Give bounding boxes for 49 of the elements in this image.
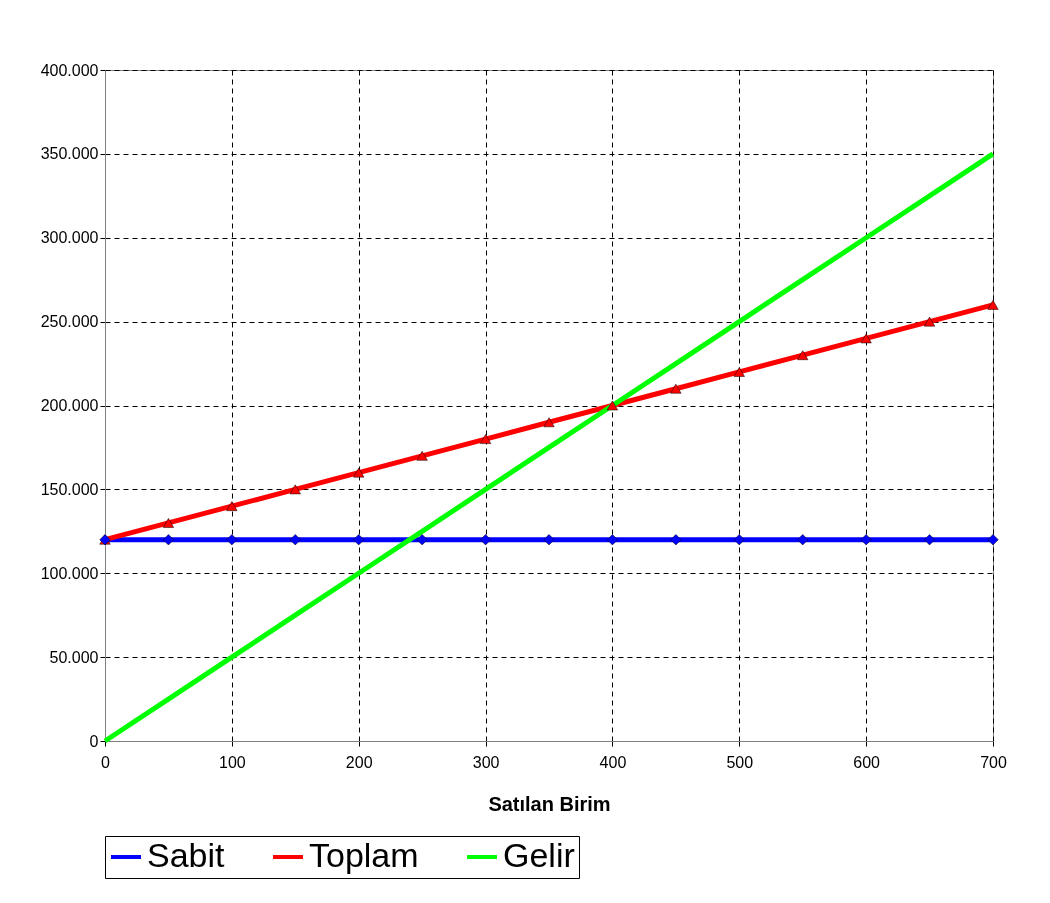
point xyxy=(733,367,745,377)
x-tick-label: 200 xyxy=(345,753,373,771)
point xyxy=(987,534,999,546)
point xyxy=(226,501,238,511)
point xyxy=(860,534,872,546)
x-tick-label: 100 xyxy=(219,753,246,771)
point xyxy=(543,534,555,546)
y-tick-label: 350.000 xyxy=(40,145,99,163)
point xyxy=(733,534,745,546)
y-tick-label: 100.000 xyxy=(40,564,99,582)
y-tick-label: 0 xyxy=(89,732,99,750)
point xyxy=(289,484,301,495)
point xyxy=(797,534,809,546)
point xyxy=(162,534,174,546)
point xyxy=(670,534,682,546)
x-axis-title: Satılan Birim xyxy=(488,792,611,815)
point xyxy=(480,434,492,444)
point xyxy=(987,300,999,310)
legend-label: Sabit xyxy=(147,836,226,874)
point xyxy=(670,383,682,394)
point xyxy=(606,534,618,546)
x-tick-label: 0 xyxy=(101,753,111,771)
point xyxy=(797,350,809,360)
point xyxy=(162,518,174,528)
point xyxy=(606,400,618,411)
x-tick-label: 700 xyxy=(980,753,1007,771)
y-tick-label: 250.000 xyxy=(40,313,99,331)
point xyxy=(860,333,872,344)
y-tick-label: 300.000 xyxy=(40,229,99,247)
point xyxy=(924,316,936,327)
x-tick-label: 300 xyxy=(472,753,500,771)
y-tick-label: 400.000 xyxy=(40,61,99,79)
point xyxy=(416,451,428,461)
x-tick-label: 600 xyxy=(853,753,881,771)
y-tick-label: 150.000 xyxy=(40,480,99,498)
y-tick-label: 50.000 xyxy=(49,648,99,666)
point xyxy=(924,534,936,546)
y-tick-label: 200.000 xyxy=(40,397,99,414)
point xyxy=(416,534,428,546)
legend-label: Toplam xyxy=(309,836,419,874)
point xyxy=(226,534,238,546)
point xyxy=(353,534,365,546)
x-tick-label: 400 xyxy=(599,753,627,771)
point xyxy=(480,534,492,546)
point xyxy=(543,417,555,428)
x-tick-label: 500 xyxy=(726,753,754,771)
point xyxy=(353,467,365,478)
legend-label: Gelir xyxy=(503,836,575,874)
point xyxy=(289,534,301,546)
